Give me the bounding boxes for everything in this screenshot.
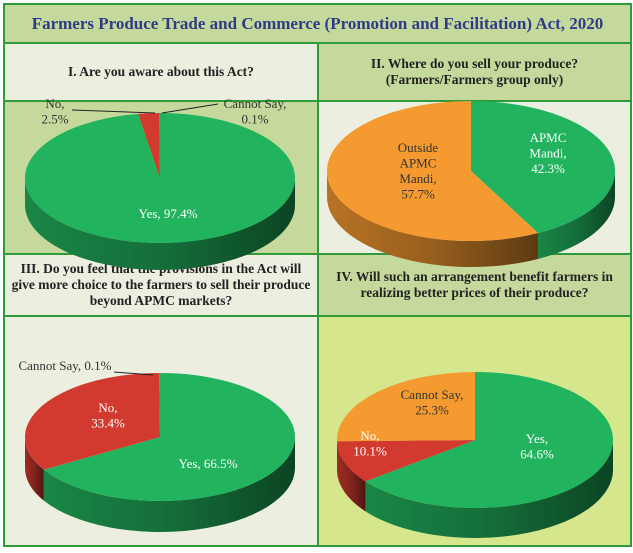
pie-slice-no [25, 373, 161, 470]
pie-slice-yes [24, 113, 295, 243]
divider-horizontal [5, 253, 630, 255]
pie-slice-cannot-say [336, 372, 475, 442]
data-label: Cannot Say, 25.3% [401, 387, 464, 418]
data-label: Outside APMC Mandi, 57.7% [398, 140, 439, 202]
pie-slice-cannot-say [159, 113, 160, 178]
data-label: Yes, 97.4% [139, 206, 198, 221]
pie-slice-yes [43, 373, 295, 502]
leader-line [161, 103, 219, 114]
pie-slice-side [537, 171, 615, 259]
chart-2-header: II. Where do you sell your produce? (Far… [319, 44, 630, 102]
data-label: Cannot Say, 0.1% [224, 96, 287, 127]
data-label: APMC Mandi, 42.3% [529, 130, 566, 176]
pie-slice-cannot-say [159, 373, 160, 437]
page-title: Farmers Produce Trade and Commerce (Prom… [5, 5, 630, 44]
pie-slice-side [337, 441, 366, 512]
data-label: Yes, 64.6% [520, 431, 554, 462]
pie-slice-side [25, 178, 295, 270]
chart-2-title: II. Where do you sell your produce? [370, 56, 579, 71]
data-label: Yes, 66.5% [179, 456, 238, 471]
pie-slice-no [138, 113, 160, 178]
data-label: Cannot Say, 0.1% [18, 358, 111, 373]
pie-slice-no [337, 440, 475, 482]
pie-slice-side [25, 437, 44, 501]
data-label: No, 2.5% [41, 96, 68, 127]
pie-slice-side [327, 171, 538, 267]
leader-line [113, 371, 154, 376]
chart-1-title: I. Are you aware about this Act? [5, 44, 317, 102]
data-label: No, 33.4% [91, 400, 125, 431]
data-label: No, 10.1% [353, 428, 387, 459]
pie-slice-side [365, 440, 613, 538]
pie-slice-apmc-mandi [471, 101, 615, 233]
leader-line [71, 109, 156, 114]
pie-slice-outside-apmc-mandi [326, 101, 538, 241]
chart-2-subtitle: (Farmers/Farmers group only) [385, 72, 564, 87]
divider-vertical [317, 44, 319, 545]
pie-slice-side [43, 437, 295, 532]
pie-slice-yes [365, 372, 614, 508]
